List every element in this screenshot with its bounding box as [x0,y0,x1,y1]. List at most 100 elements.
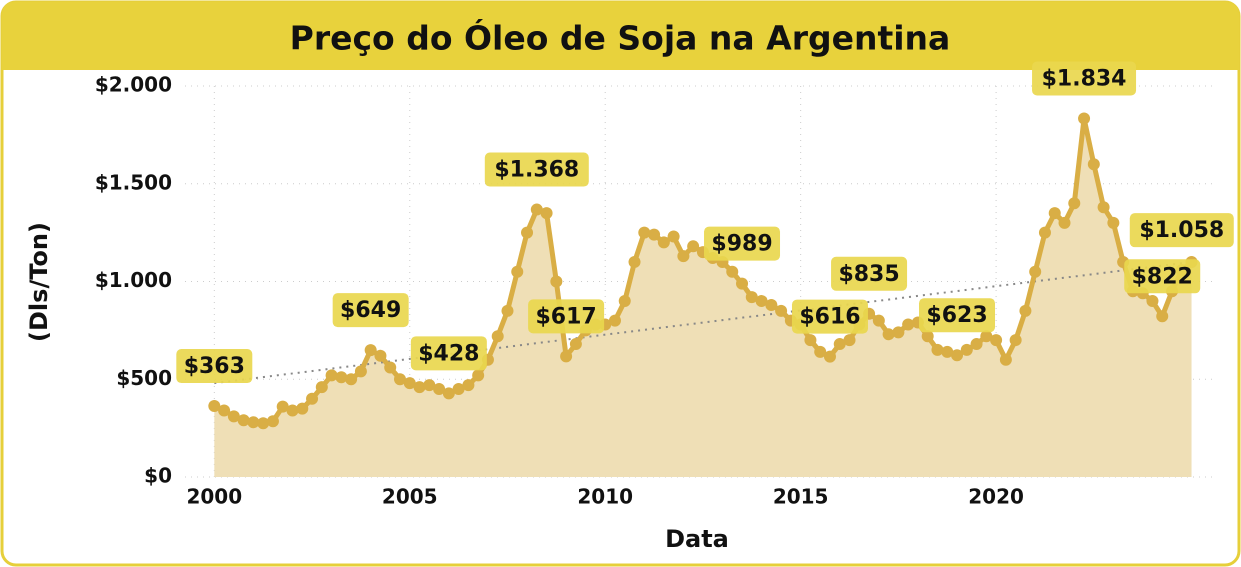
point [306,392,319,405]
point [1107,216,1120,229]
y-tick-label: $1.000 [95,268,172,292]
annotation-box [1032,61,1137,96]
point [560,350,573,363]
y-tick-label: $1.500 [95,170,172,194]
point [227,410,240,423]
point [530,203,543,216]
point [657,236,670,249]
point [501,304,514,317]
point [296,402,309,415]
point [442,387,455,400]
annotation-label: $835 [838,262,899,287]
point [628,255,641,268]
annotation-label: $822 [1132,264,1193,289]
annotation-box [1129,213,1234,248]
point [1068,197,1081,210]
point [892,326,905,339]
point [921,330,934,343]
annotation-box [831,256,908,291]
point [648,228,661,241]
y-tick-label: $2.000 [95,73,172,97]
point [970,338,983,351]
point [491,330,504,343]
point [990,334,1003,347]
point [237,414,250,427]
annotation-label: $1.834 [1042,66,1127,91]
point [931,343,944,356]
annotation-box [332,293,409,328]
x-tick-label: 2005 [382,485,438,509]
point [374,349,387,362]
point [960,343,973,356]
point [1009,334,1022,347]
point [755,295,768,308]
chart-title: Preço do Óleo de Soja na Argentina [290,18,951,58]
annotation-label: $1.368 [494,158,579,183]
point [882,328,895,341]
y-tick-label: $0 [144,464,172,488]
point [1038,226,1051,239]
point [980,330,993,343]
annotation-label: $1.058 [1139,218,1224,243]
point [608,314,621,327]
point [765,298,778,311]
point [257,417,270,430]
point [540,207,553,220]
point [208,400,221,413]
point [354,365,367,378]
point [833,338,846,351]
point [276,400,289,413]
point [902,318,915,331]
point [638,226,651,239]
point [736,277,749,290]
annotation-box [791,299,868,334]
x-tick-label: 2020 [968,485,1024,509]
point [687,240,700,253]
point [667,230,680,243]
y-axis-label: (Dls/Ton) [25,222,53,342]
point [550,275,563,288]
y-tick-label: $500 [116,366,172,390]
point [1156,310,1169,323]
point [1029,265,1042,278]
trend-line [214,260,1192,385]
point [384,361,397,374]
point [452,383,465,396]
point [345,373,358,386]
point [823,350,836,363]
annotation-box [410,336,487,371]
point [315,381,328,394]
point [286,404,299,417]
annotation-box [176,349,253,384]
point [814,345,827,358]
annotation-label: $623 [926,303,987,328]
point [1087,158,1100,171]
point [1097,201,1110,214]
point [843,334,856,347]
annotation-box [1124,259,1201,294]
point [462,379,475,392]
annotation-label: $363 [184,354,245,379]
point [1078,112,1091,125]
point [1019,304,1032,317]
point [775,304,788,317]
point [325,369,338,382]
point [677,250,690,263]
point [1058,216,1071,229]
x-tick-label: 2015 [773,485,829,509]
annotation-label: $616 [799,305,860,330]
point [247,416,260,429]
point [872,314,885,327]
point [569,338,582,351]
point [218,404,231,417]
point [951,349,964,362]
annotation-label: $428 [418,341,479,366]
point [403,377,416,390]
point [999,353,1012,366]
point [266,415,279,428]
annotation-box [704,226,781,261]
point [1048,207,1061,220]
point [433,383,446,396]
point [521,226,534,239]
